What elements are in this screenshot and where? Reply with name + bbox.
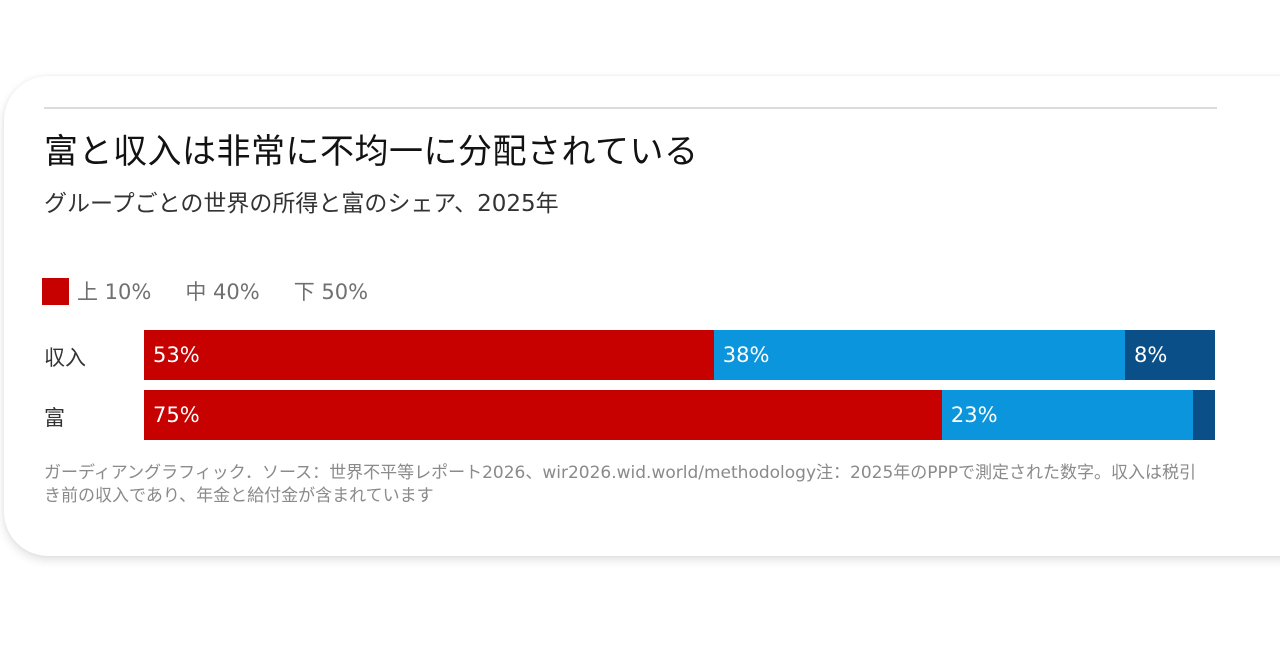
legend-item-bottom-50: 下 50% [294, 276, 368, 306]
bar-income: 53% 38% 8% [144, 330, 1215, 380]
legend-item-middle-40: 中 40% [185, 276, 259, 306]
chart-title: 富と収入は非常に不均一に分配されている [44, 132, 699, 172]
bar-segment-income-bottom-50: 8% [1125, 330, 1215, 380]
chart-legend: 上 10% 中 40% 下 50% [42, 276, 402, 306]
legend-label-middle-40: 中 40% [185, 280, 260, 304]
bar-segment-income-middle-40: 38% [713, 330, 1126, 380]
bar-label: 53% [153, 343, 200, 367]
legend-label-bottom-50: 下 50% [293, 280, 369, 304]
bar-segment-income-top-10: 53% [144, 330, 714, 380]
row-label-wealth: 富 [44, 406, 65, 430]
top-divider [44, 107, 1217, 109]
bar-label: 38% [722, 343, 770, 367]
chart-subtitle: グループごとの世界の所得と富のシェア、2025年 [44, 191, 559, 217]
chart-card [4, 76, 1280, 556]
bar-segment-wealth-bottom-50 [1192, 390, 1215, 440]
legend-swatch-top-10 [42, 277, 69, 305]
legend-item-top-10: 上 10% [42, 276, 151, 306]
bar-label: 75% [153, 403, 200, 427]
legend-label-top-10: 上 10% [77, 280, 152, 304]
chart-footnote: ガーディアングラフィック．ソース：世界不平等レポート2026、wir2026.w… [44, 463, 1197, 506]
bar-wealth: 75% 23% [144, 390, 1215, 440]
bar-label: 23% [950, 403, 998, 427]
row-label-income: 収入 [44, 346, 86, 370]
bar-label: 8% [1134, 343, 1168, 367]
bar-segment-wealth-top-10: 75% [144, 390, 942, 440]
bar-segment-wealth-middle-40: 23% [941, 390, 1193, 440]
